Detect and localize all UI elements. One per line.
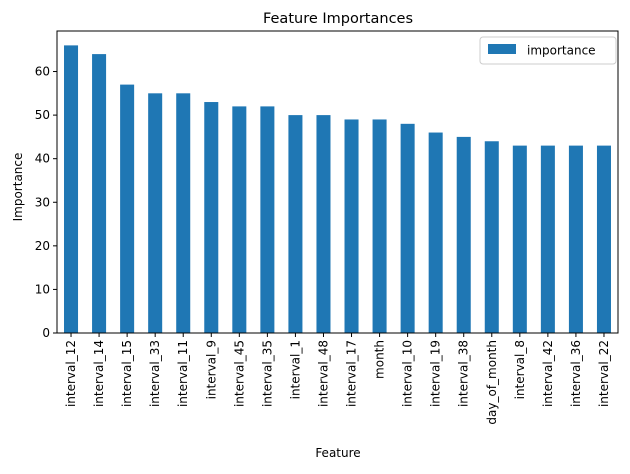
x-tick-label: interval_38 [457,340,471,407]
x-tick-label: interval_17 [345,340,359,407]
x-tick-label: interval_19 [429,340,443,407]
y-tick-label: 0 [42,326,50,340]
bar-interval_9 [204,102,219,333]
bar-interval_19 [428,132,443,333]
plot-area: 0 10 20 30 40 50 60 interval_12 interval_14 inter… [35,30,619,425]
bar-interval_1 [288,115,303,333]
y-tick-label: 20 [35,239,50,253]
y-tick-label: 40 [35,152,50,166]
bar-interval_12 [64,45,79,333]
y-axis-label: Importance [11,153,25,222]
axes-frame [56,30,619,334]
bar-interval_11 [176,93,191,333]
x-tick-label: interval_33 [148,340,162,407]
x-tick-label: interval_48 [316,340,330,407]
x-tick-label: interval_15 [120,340,134,407]
bar-interval_17 [344,119,359,333]
x-tick-label: interval_22 [597,340,611,407]
legend-box [479,36,617,65]
x-tick-label: interval_12 [64,340,78,407]
x-tick-label: interval_11 [176,340,190,407]
bar-interval_15 [120,84,135,333]
x-tick-label: month [373,340,387,379]
y-tick-label: 60 [35,65,50,79]
y-tick-label: 30 [35,195,50,209]
x-tick-label: interval_14 [92,340,106,407]
chart-title: Feature Importances [263,11,413,27]
bar-interval_45 [232,106,247,333]
x-tick-label: interval_9 [204,340,218,399]
bar-interval_22 [596,145,611,333]
x-axis-label: Feature [315,446,360,460]
x-tick-label: interval_42 [541,340,555,407]
y-tick-label: 10 [35,282,50,296]
bar-interval_48 [316,115,331,333]
x-tick-label: interval_35 [260,340,274,407]
bar-interval_14 [92,54,107,333]
legend-label: importance [527,44,596,58]
legend-swatch [488,44,516,54]
x-tick-label: interval_8 [513,340,527,399]
bar-interval_36 [568,145,583,333]
x-tick-label: day_of_month [485,340,499,425]
bar-interval_8 [512,145,527,333]
bar-month [372,119,387,333]
x-tick-label: interval_10 [401,340,415,407]
bar-interval_10 [400,123,415,333]
bar-interval_42 [540,145,555,333]
y-tick-label: 50 [35,108,50,122]
x-tick-label: interval_45 [232,340,246,407]
bar-interval_38 [456,136,471,333]
legend: importance [479,36,617,65]
bar-interval_33 [148,93,163,333]
x-tick-label: interval_36 [569,340,583,407]
x-tick-label: interval_1 [288,340,302,399]
bar-interval_35 [260,106,275,333]
bar-day_of_month [484,141,499,333]
